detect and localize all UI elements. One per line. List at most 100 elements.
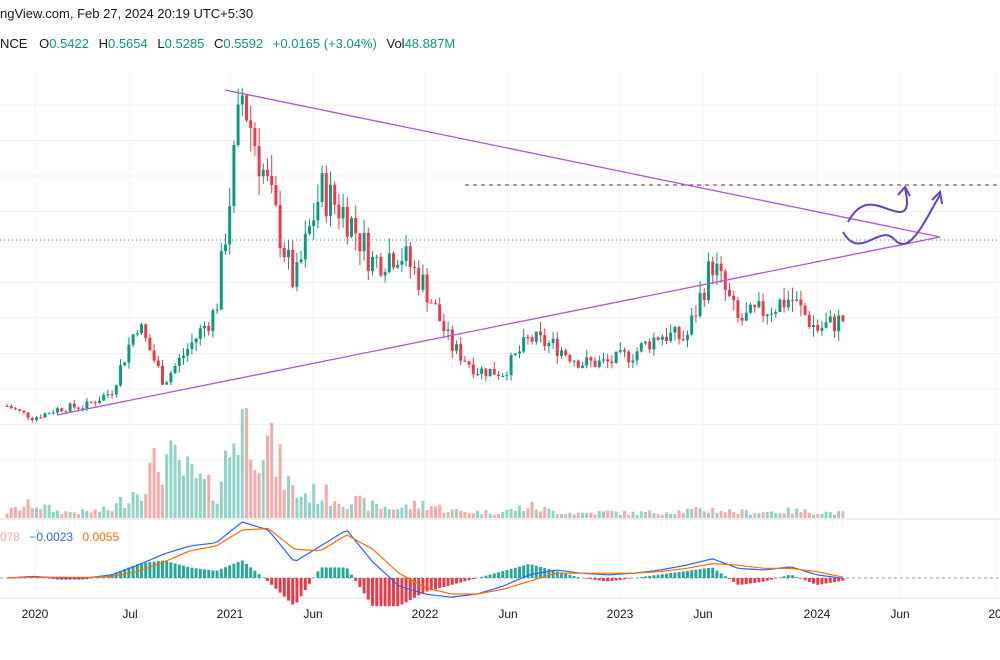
macd-hist-bar <box>719 573 723 578</box>
macd-hist-bar <box>396 578 400 607</box>
candle-body <box>644 341 647 344</box>
candle-body <box>471 364 475 375</box>
volume-bar <box>606 510 610 518</box>
volume-bar <box>648 510 652 518</box>
volume-bar <box>442 512 446 518</box>
candle-body <box>194 338 198 343</box>
candle-body <box>597 360 601 367</box>
macd-line-value: −0.0023 <box>29 530 74 544</box>
candle-body <box>446 329 450 332</box>
open-value: 0.5422 <box>49 36 89 51</box>
candle-body <box>47 413 51 415</box>
x-tick-label: 2021 <box>217 607 244 621</box>
volume-bar <box>644 512 647 518</box>
candle-body <box>765 314 769 317</box>
volume-bar <box>681 513 685 518</box>
macd-hist-bar <box>345 568 349 578</box>
candle-body <box>64 411 68 413</box>
volume-bar <box>513 510 517 518</box>
candle-body <box>757 301 761 308</box>
candle-body <box>669 332 673 342</box>
candle-body <box>707 261 710 300</box>
volume-bar <box>89 512 93 518</box>
volume-bar <box>417 508 421 518</box>
volume-bar <box>421 500 425 518</box>
candle-body <box>480 368 484 374</box>
candle-body <box>299 259 303 263</box>
macd-hist-bar <box>665 573 668 578</box>
volume-bar <box>593 514 597 518</box>
candle-body <box>690 315 694 335</box>
macd-hist-bar <box>278 578 282 593</box>
candle-body <box>711 261 715 276</box>
volume-bar <box>480 514 484 518</box>
volume-bar <box>488 513 492 518</box>
macd-hist-bar <box>442 578 446 587</box>
macd-hist-bar <box>232 563 236 578</box>
volume-bar <box>366 510 370 518</box>
candle-body <box>358 233 362 252</box>
candle-body <box>18 409 22 411</box>
volume-bar <box>614 511 618 518</box>
candle-body <box>589 357 593 361</box>
volume-bar <box>572 514 576 518</box>
candle-body <box>576 360 580 368</box>
macd-hist-bar <box>203 569 206 578</box>
volume-bar <box>135 494 139 518</box>
signal-line <box>7 527 844 595</box>
volume-bar <box>833 514 836 518</box>
volume-bar <box>396 509 400 518</box>
candle-body <box>148 337 152 351</box>
candle-body <box>224 244 227 252</box>
macd-hist-bar <box>455 578 458 584</box>
macd-hist-bar <box>702 568 706 578</box>
volume-bar <box>253 469 257 518</box>
macd-hist-bar <box>324 567 328 578</box>
macd-hist-bar <box>522 565 526 578</box>
macd-hist-bar <box>774 578 778 579</box>
candle-body <box>173 365 177 374</box>
volume-bar <box>312 483 316 518</box>
volume-bar <box>509 508 513 518</box>
candle-body <box>547 342 551 347</box>
macd-hist-bar <box>606 578 610 582</box>
macd-hist-bar <box>698 569 702 578</box>
volume-bar <box>425 510 429 518</box>
volume-bar <box>413 500 416 518</box>
volume-bar <box>669 513 673 518</box>
volume-bar <box>677 510 681 518</box>
volume-bar <box>278 444 282 518</box>
macd-hist-bar <box>77 578 80 580</box>
volume-bar <box>816 514 820 518</box>
candle-body <box>429 302 433 304</box>
macd-hist-bar <box>585 578 589 579</box>
candle-body <box>812 324 815 327</box>
volume-bar <box>39 509 43 518</box>
volume-bar <box>18 510 22 518</box>
macd-hist-bar <box>299 578 303 597</box>
candle-body <box>770 313 773 315</box>
candle-body <box>539 331 542 336</box>
volume-bar <box>98 511 101 518</box>
macd-hist-bar <box>644 576 647 578</box>
volume-bar <box>770 511 773 518</box>
macd-hist-bar <box>497 572 500 578</box>
volume-bar <box>358 495 362 518</box>
candle-body <box>476 373 479 375</box>
macd-hist-bar <box>282 578 286 597</box>
volume-bar <box>795 508 799 518</box>
candle-body <box>333 184 337 205</box>
candle-body <box>744 312 748 321</box>
candle-body <box>60 408 64 412</box>
candle-body <box>715 263 719 276</box>
macd-hist-bar <box>81 578 85 580</box>
volume-bar <box>219 481 223 518</box>
candle-body <box>383 272 387 276</box>
volume-bar <box>753 513 757 518</box>
macd-hist-bar <box>744 578 748 584</box>
candle-body <box>22 410 26 413</box>
x-tick-label: 20 <box>988 607 1000 621</box>
candle-body <box>81 408 85 410</box>
candle-body <box>282 247 286 258</box>
